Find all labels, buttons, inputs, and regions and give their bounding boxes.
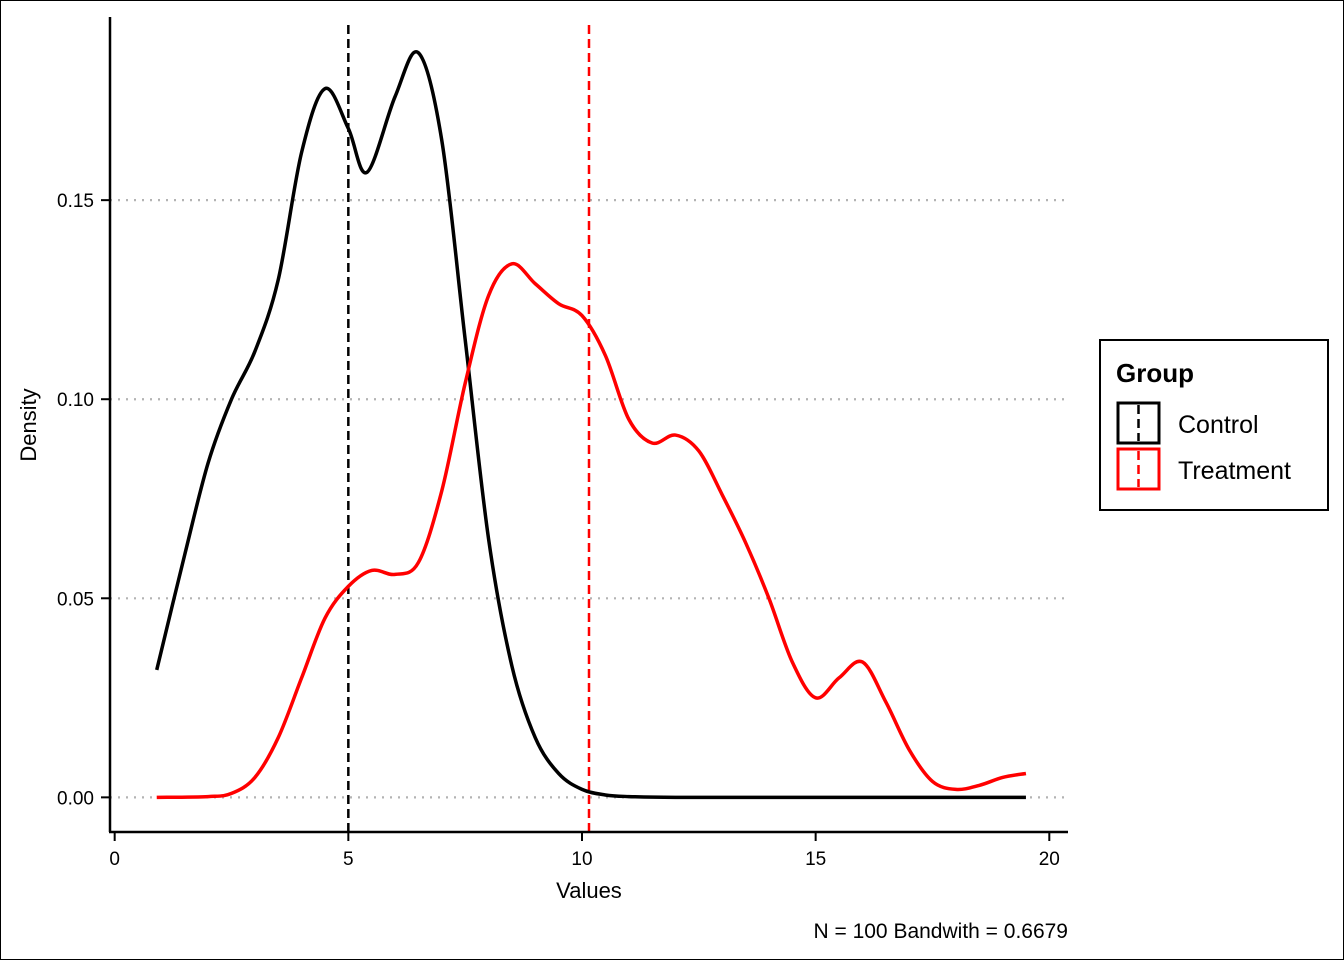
density-curves [155,50,1027,800]
y-axis-title: Density [16,388,41,461]
y-tick-label: 0.10 [57,390,94,411]
legend-label: Control [1178,411,1259,439]
x-axis-title: Values [556,878,622,903]
y-tick-label: 0.05 [57,589,94,610]
legend-item-treatment: Treatment [1116,447,1291,491]
x-tick-label: 20 [1039,849,1060,870]
y-tick-label: 0.00 [57,788,94,809]
series-line-control [155,50,1026,800]
x-tick-label: 10 [571,849,592,870]
mean-lines [347,25,591,832]
legend: Group Control Treatment [1099,339,1329,511]
y-tick-label: 0.15 [57,191,94,212]
legend-label: Treatment [1178,457,1291,485]
legend-title: Group [1116,358,1194,388]
caption: N = 100 Bandwith = 0.6679 [813,920,1068,943]
x-tick-label: 5 [343,849,354,870]
x-tick-label: 0 [109,849,120,870]
series-line-treatment [156,262,1027,800]
legend-item-control: Control [1116,401,1259,445]
axes [108,17,1068,834]
ticks: 0 5 10 15 20 0.00 0.05 0.10 0.15 [57,191,1060,870]
x-tick-label: 15 [805,849,826,870]
grid-lines [110,199,1068,799]
